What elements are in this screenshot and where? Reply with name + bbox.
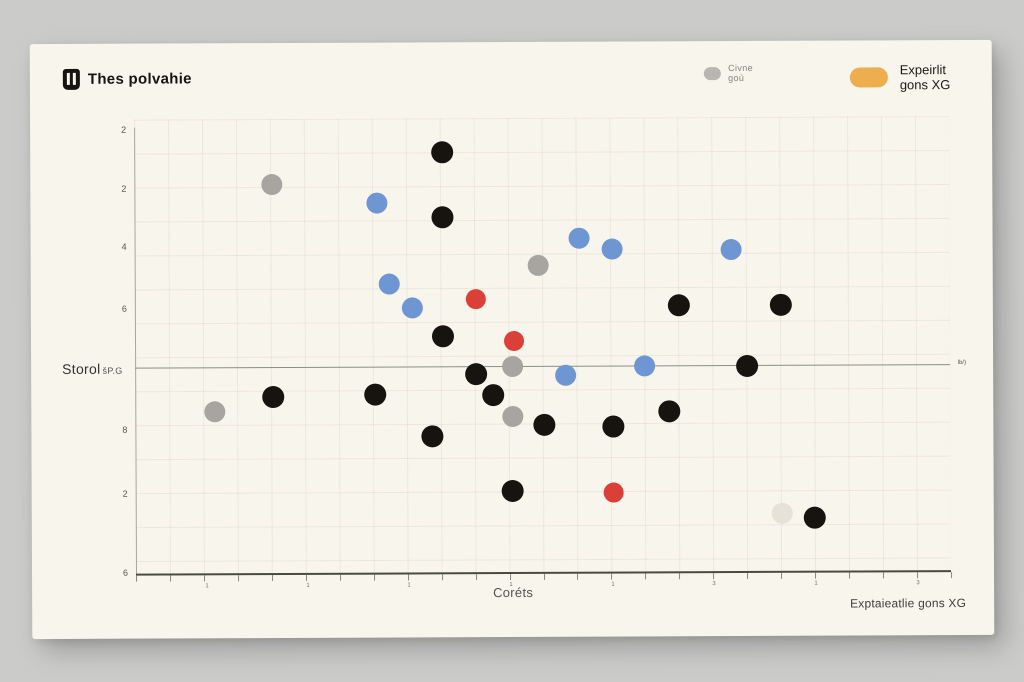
x-axis-tick	[373, 574, 375, 581]
footer-note: Exptaieatlie gons XG	[850, 596, 967, 611]
scatter-point-blue	[365, 192, 387, 214]
x-axis-tick	[679, 573, 681, 580]
reference-line-label: lb/)	[957, 360, 967, 367]
legend-swatch-gray	[703, 66, 722, 80]
x-axis-tick	[611, 573, 613, 580]
x-axis-tick	[203, 575, 205, 582]
x-axis-tick	[169, 575, 172, 582]
club-badge-icon	[62, 68, 80, 90]
legend-label: Civne goù	[728, 62, 754, 84]
x-axis-tick	[781, 572, 783, 579]
scatter-point-red	[503, 330, 525, 352]
scatter-point-gray	[501, 355, 523, 377]
scatter-point-black	[533, 413, 556, 436]
scatter-point-black	[421, 425, 444, 448]
x-axis-tick	[475, 574, 477, 581]
x-axis-tick	[577, 573, 579, 580]
y-tick-label: 8	[122, 424, 128, 435]
y-tick-label: 2	[121, 183, 127, 194]
x-axis-tick	[815, 572, 817, 579]
scatter-point-black	[262, 385, 285, 409]
scatter-point-blue	[633, 354, 655, 376]
x-axis-tick	[441, 574, 443, 581]
scatter-point-black	[658, 400, 681, 423]
card-header: Thes polvahie Civne goù Expeirlit gons X…	[30, 40, 992, 104]
x-axis-tick	[917, 572, 919, 579]
scatter-point-gray	[501, 405, 523, 427]
scatter-point-red	[603, 482, 624, 503]
scatter-point-black	[364, 383, 387, 406]
x-axis-tick	[339, 574, 341, 581]
chart-card: Thes polvahie Civne goù Expeirlit gons X…	[29, 39, 995, 640]
y-tick-label: 4	[121, 241, 127, 252]
x-axis-tick	[305, 574, 307, 581]
scatter-point-gray	[203, 400, 225, 422]
x-axis-tick	[713, 573, 715, 580]
y-axis-title: Storol šP.G	[62, 360, 123, 377]
scatter-point-black	[482, 384, 505, 407]
scatter-point-blue	[554, 364, 576, 386]
x-axis-tick	[237, 575, 239, 582]
x-axis-tick	[747, 572, 749, 579]
scatter-point-black	[431, 325, 455, 348]
x-axis-tick	[509, 574, 511, 581]
scatter-point-black	[465, 363, 488, 386]
scatter-point-blue	[378, 272, 400, 295]
scatter-point-blue	[568, 227, 590, 249]
legend-swatch-orange	[849, 67, 888, 88]
scatter-point-black	[501, 479, 524, 503]
x-axis-tick	[407, 574, 409, 581]
scatter-point-black	[602, 415, 625, 438]
scatter-point-black	[431, 206, 454, 229]
x-axis-tick	[645, 573, 647, 580]
scatter-point-blue	[720, 238, 742, 260]
reference-line: lb/)	[135, 360, 966, 369]
y-tick-label: 2	[121, 124, 127, 135]
y-tick-label: 6	[122, 567, 129, 578]
x-axis-tick	[849, 572, 851, 579]
x-axis-tick	[136, 575, 138, 582]
scatter-point-light-gray	[771, 502, 793, 524]
x-axis-tick	[951, 572, 953, 579]
x-axis-tick	[543, 573, 545, 580]
x-axis-tick	[271, 575, 273, 582]
scatter-point-blue	[601, 238, 623, 260]
scatter-point-black	[431, 141, 454, 164]
scatter-point-blue	[401, 296, 423, 318]
chart-title: Thes polvahie	[87, 70, 192, 88]
scatter-point-black	[803, 506, 826, 529]
scatter-point-black	[736, 354, 759, 378]
scatter-point-red	[465, 289, 486, 310]
legend-item-expected-goals[interactable]: Expeirlit gons XG	[849, 62, 966, 93]
scatter-point-gray	[527, 254, 549, 276]
legend-label: Expeirlit gons XG	[899, 62, 951, 93]
scatter-point-black	[769, 293, 792, 316]
scatter-point-gray	[260, 173, 282, 195]
x-axis-tick	[883, 572, 885, 579]
y-tick-label: 2	[122, 488, 128, 499]
y-tick-label: 6	[121, 303, 127, 314]
y-axis-line	[134, 127, 138, 576]
legend-item-game-goal[interactable]: Civne goù	[703, 62, 760, 84]
y-axis-title-sub: šP.G	[102, 365, 123, 376]
scatter-point-black	[667, 294, 690, 317]
